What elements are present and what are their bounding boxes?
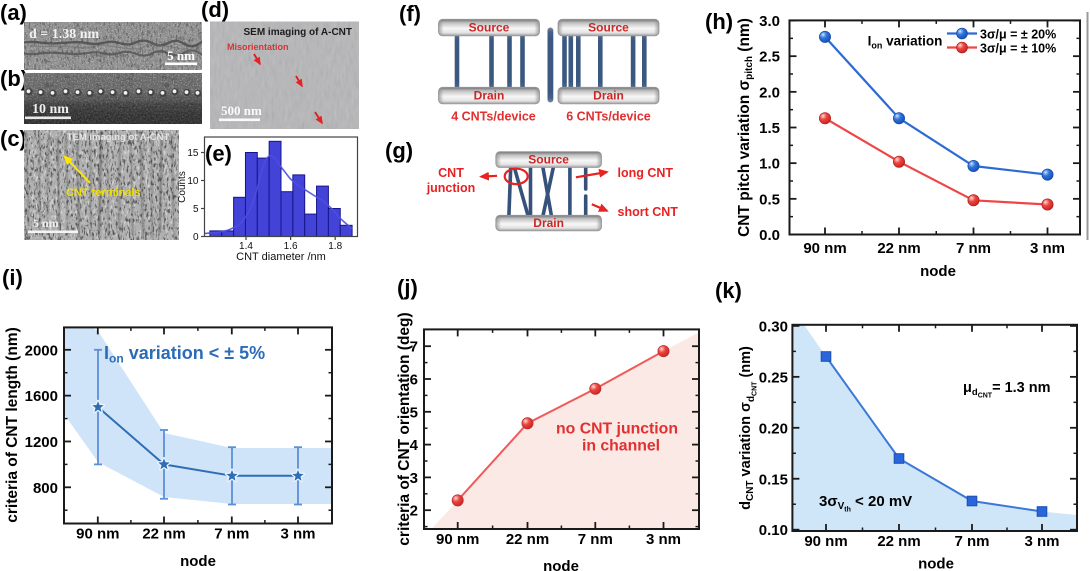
svg-text:4 CNTs/device: 4 CNTs/device bbox=[451, 110, 536, 124]
svg-text:22 nm: 22 nm bbox=[142, 526, 185, 543]
svg-text:0.25: 0.25 bbox=[759, 369, 788, 386]
svg-text:7 nm: 7 nm bbox=[956, 240, 991, 257]
svg-text:Drain: Drain bbox=[533, 216, 564, 230]
svg-text:90 nm: 90 nm bbox=[804, 533, 847, 550]
svg-text:2.5: 2.5 bbox=[759, 49, 780, 66]
svg-text:Source: Source bbox=[469, 21, 510, 35]
svg-text:2000: 2000 bbox=[25, 342, 58, 359]
svg-text:(g): (g) bbox=[385, 138, 413, 163]
svg-text:500 nm: 500 nm bbox=[221, 103, 262, 118]
svg-text:7 nm: 7 nm bbox=[214, 526, 249, 543]
svg-text:(i): (i) bbox=[2, 265, 23, 290]
svg-text:2.0: 2.0 bbox=[759, 84, 780, 101]
svg-text:3 nm: 3 nm bbox=[1024, 533, 1059, 550]
svg-text:1200: 1200 bbox=[25, 434, 58, 451]
svg-text:7 nm: 7 nm bbox=[578, 531, 613, 548]
svg-text:800: 800 bbox=[33, 480, 58, 497]
svg-text:Ion variation < ± 5%: Ion variation < ± 5% bbox=[104, 343, 265, 366]
svg-text:CNT terminals: CNT terminals bbox=[66, 187, 141, 199]
svg-text:(d): (d) bbox=[201, 0, 229, 22]
svg-text:0.30: 0.30 bbox=[759, 318, 788, 335]
svg-text:10 nm: 10 nm bbox=[32, 102, 69, 117]
svg-text:0: 0 bbox=[193, 232, 199, 243]
svg-text:Drain: Drain bbox=[593, 89, 624, 103]
svg-text:3 nm: 3 nm bbox=[1030, 240, 1065, 257]
svg-text:Misorientation: Misorientation bbox=[227, 42, 289, 52]
svg-text:3 nm: 3 nm bbox=[280, 526, 315, 543]
svg-text:5 nm: 5 nm bbox=[33, 216, 59, 230]
svg-text:(k): (k) bbox=[715, 278, 742, 303]
svg-text:90 nm: 90 nm bbox=[436, 531, 479, 548]
svg-text:(f): (f) bbox=[399, 1, 421, 26]
svg-text:0.20: 0.20 bbox=[759, 420, 788, 437]
svg-text:22 nm: 22 nm bbox=[877, 240, 920, 257]
svg-text:4: 4 bbox=[410, 437, 419, 454]
svg-text:3: 3 bbox=[410, 470, 418, 487]
svg-text:(b): (b) bbox=[0, 66, 28, 91]
svg-text:2: 2 bbox=[410, 503, 418, 520]
svg-text:no CNT junction: no CNT junction bbox=[556, 421, 678, 438]
svg-text:CNT diameter /nm: CNT diameter /nm bbox=[236, 251, 326, 263]
svg-text:7: 7 bbox=[410, 339, 418, 356]
svg-text:d = 1.38 nm: d = 1.38 nm bbox=[29, 27, 100, 42]
svg-text:22 nm: 22 nm bbox=[877, 533, 920, 550]
svg-text:3σ/μ = ± 10%: 3σ/μ = ± 10% bbox=[980, 42, 1056, 56]
svg-text:(e): (e) bbox=[205, 141, 232, 166]
svg-text:node: node bbox=[543, 558, 579, 571]
svg-text:6 CNTs/device: 6 CNTs/device bbox=[566, 110, 651, 124]
svg-text:1.6: 1.6 bbox=[284, 241, 298, 252]
svg-text:TEM imaging of A-CNT: TEM imaging of A-CNT bbox=[67, 132, 170, 143]
svg-text:Ion variation: Ion variation bbox=[868, 34, 943, 51]
svg-text:Drain: Drain bbox=[474, 89, 505, 103]
svg-text:(h): (h) bbox=[705, 9, 733, 34]
svg-text:Source: Source bbox=[528, 153, 569, 167]
svg-text:15: 15 bbox=[187, 148, 199, 159]
svg-text:long CNT: long CNT bbox=[618, 166, 674, 180]
svg-text:criteria of CNT length (nm): criteria of CNT length (nm) bbox=[4, 327, 21, 522]
svg-text:(a): (a) bbox=[0, 0, 27, 25]
svg-text:1.8: 1.8 bbox=[328, 241, 342, 252]
svg-text:1.5: 1.5 bbox=[759, 120, 780, 137]
svg-text:90 nm: 90 nm bbox=[803, 240, 846, 257]
svg-text:3 nm: 3 nm bbox=[646, 531, 681, 548]
svg-text:(j): (j) bbox=[397, 275, 418, 300]
svg-text:node: node bbox=[180, 553, 216, 570]
svg-text:in channel: in channel bbox=[582, 438, 660, 455]
svg-text:CNT: CNT bbox=[438, 166, 464, 180]
svg-text:10: 10 bbox=[187, 176, 199, 187]
svg-text:Source: Source bbox=[588, 21, 629, 35]
svg-text:1600: 1600 bbox=[25, 388, 58, 405]
svg-text:Counts: Counts bbox=[177, 171, 188, 203]
svg-text:5 nm: 5 nm bbox=[167, 48, 195, 63]
svg-text:5: 5 bbox=[410, 404, 418, 421]
svg-text:CNT pitch variation σpitch (nm: CNT pitch variation σpitch (nm) bbox=[736, 18, 755, 237]
svg-text:0.5: 0.5 bbox=[759, 191, 780, 208]
svg-text:1.4: 1.4 bbox=[239, 241, 253, 252]
svg-text:node: node bbox=[920, 263, 956, 280]
svg-text:0.15: 0.15 bbox=[759, 471, 788, 488]
svg-text:22 nm: 22 nm bbox=[506, 531, 549, 548]
svg-text:7 nm: 7 nm bbox=[954, 533, 989, 550]
svg-text:node: node bbox=[918, 556, 954, 571]
svg-text:90 nm: 90 nm bbox=[76, 526, 119, 543]
svg-text:6: 6 bbox=[410, 372, 418, 389]
svg-text:criteria of CNT orientation (d: criteria of CNT orientation (deg) bbox=[396, 312, 413, 545]
svg-text:1.0: 1.0 bbox=[759, 156, 780, 173]
svg-text:3.0: 3.0 bbox=[759, 13, 780, 30]
svg-text:SEM imaging of A-CNT: SEM imaging of A-CNT bbox=[243, 27, 352, 38]
svg-text:short CNT: short CNT bbox=[618, 205, 679, 219]
svg-text:(c): (c) bbox=[0, 126, 27, 151]
svg-text:junction: junction bbox=[426, 181, 476, 195]
svg-text:0.10: 0.10 bbox=[759, 522, 788, 539]
svg-text:5: 5 bbox=[193, 204, 199, 215]
svg-text:3σ/μ = ± 20%: 3σ/μ = ± 20% bbox=[980, 28, 1056, 42]
svg-text:0.0: 0.0 bbox=[759, 227, 780, 244]
